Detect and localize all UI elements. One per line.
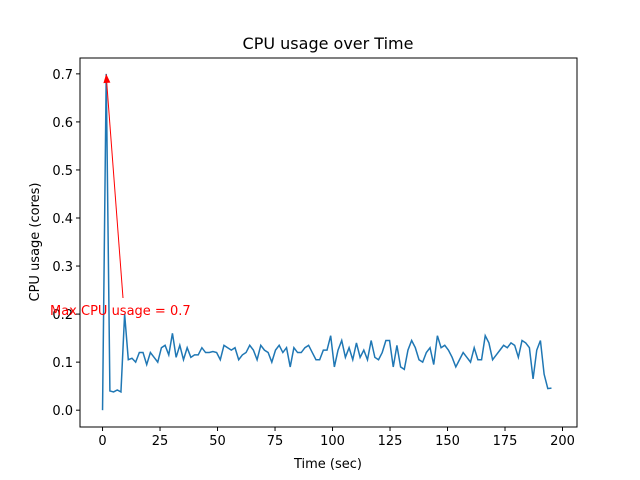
annotation-arrow — [105, 75, 124, 299]
x-tick-label: 25 — [152, 434, 169, 449]
cpu-line — [101, 73, 552, 411]
y-tick-label: 0.5 — [52, 164, 73, 179]
y-tick-label: 0.1 — [52, 356, 73, 371]
x-tick-label: 0 — [98, 434, 106, 449]
y-tick-label: 0.3 — [52, 260, 73, 275]
axes-frame — [79, 57, 578, 428]
y-tick-label: 0.6 — [52, 116, 73, 131]
annotation-arrowhead — [103, 73, 111, 84]
x-tick-label: 75 — [267, 434, 284, 449]
x-tick-label: 100 — [320, 434, 345, 449]
x-tick-label: 200 — [550, 434, 575, 449]
x-tick-label: 50 — [209, 434, 226, 449]
y-tick-label: 0.2 — [52, 308, 73, 323]
x-tick-label: 150 — [435, 434, 460, 449]
x-tick-label: 175 — [493, 434, 518, 449]
y-tick-label: 0.0 — [52, 404, 73, 419]
x-axis-label: Time (sec) — [293, 457, 362, 472]
y-tick-label: 0.4 — [52, 212, 73, 227]
chart-title: CPU usage over Time — [243, 34, 414, 53]
y-axis-label: CPU usage (cores) — [28, 183, 43, 302]
annotation-text: Max CPU usage = 0.7 — [50, 304, 191, 319]
y-tick-label: 0.7 — [52, 68, 73, 83]
x-tick-label: 125 — [378, 434, 403, 449]
